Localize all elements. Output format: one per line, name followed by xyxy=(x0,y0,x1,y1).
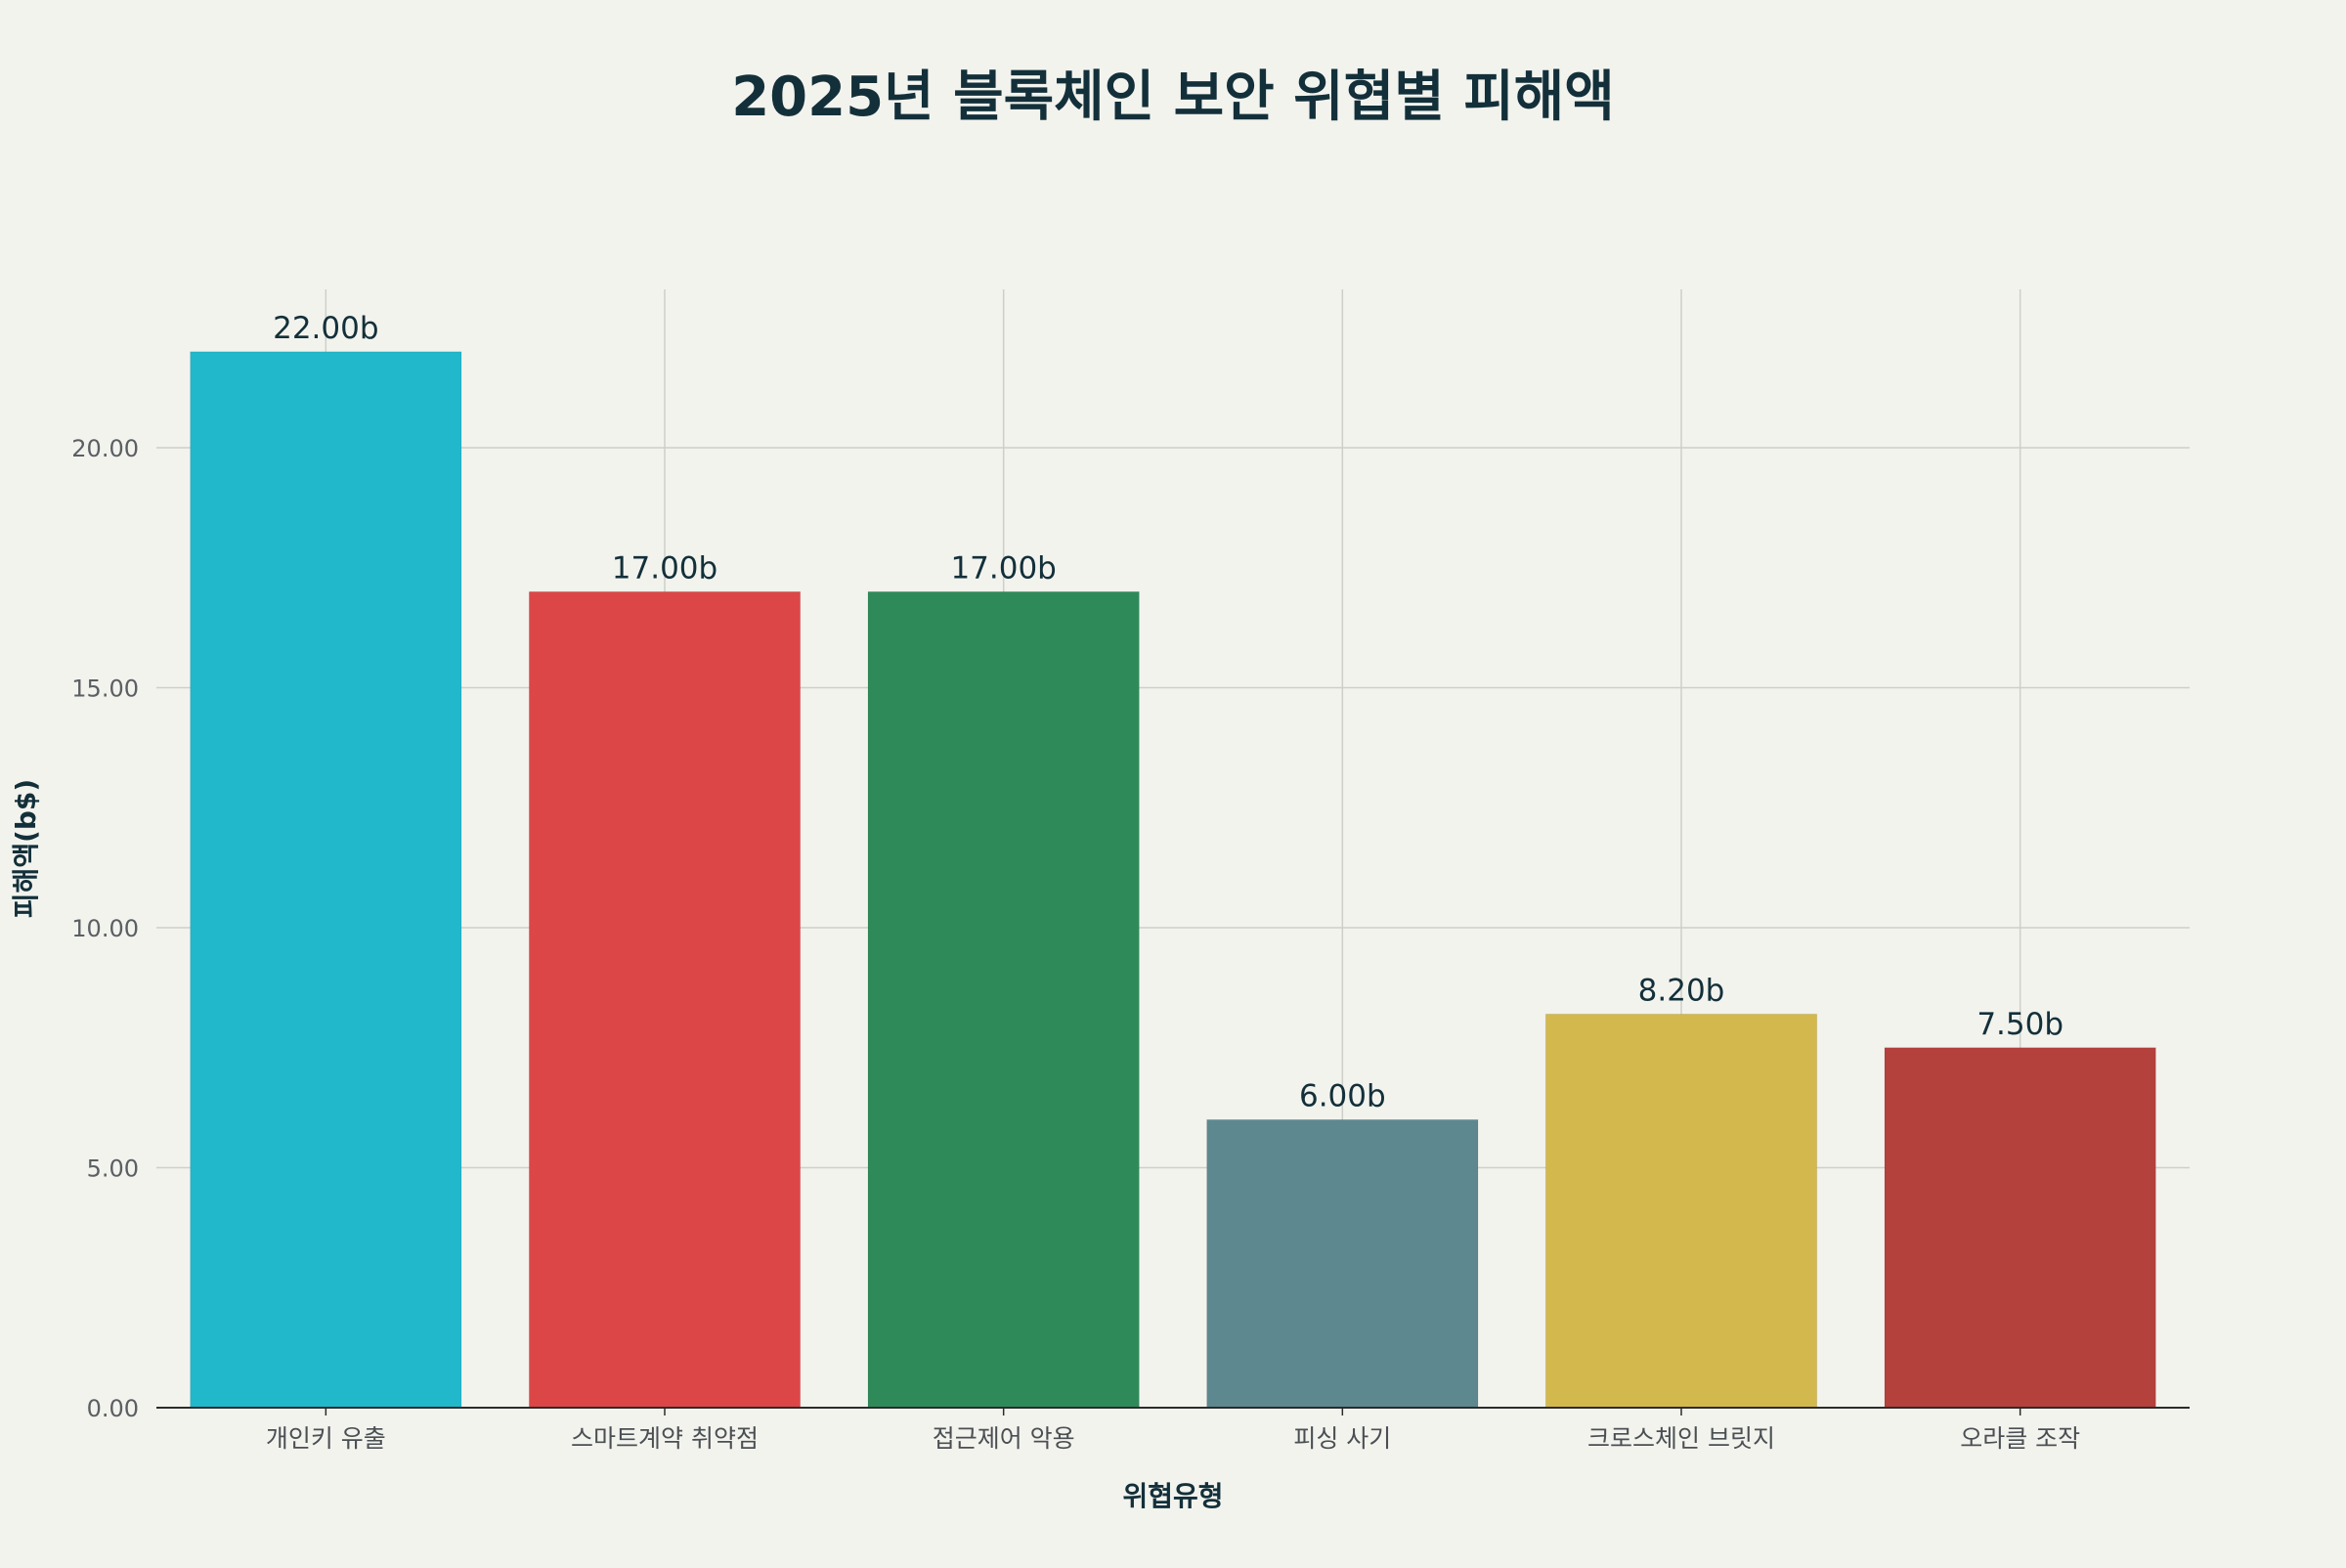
x-tick-label: 접근제어 악용 xyxy=(933,1424,1075,1453)
y-tick-label: 15.00 xyxy=(71,675,139,703)
value-label: 6.00b xyxy=(1299,1078,1386,1113)
x-axis-title: 위협유형 xyxy=(1122,1480,1223,1512)
bars xyxy=(190,351,2156,1409)
y-tick-label: 0.00 xyxy=(87,1395,139,1422)
chart-title: 2025년 블록체인 보안 위협별 피해액 xyxy=(731,65,1615,129)
value-labels: 22.00b 17.00b 17.00b 6.00b 8.20b 7.50b xyxy=(273,311,2064,1114)
x-tick-label: 스마트계약 취약점 xyxy=(571,1424,759,1453)
value-label: 17.00b xyxy=(950,550,1056,586)
bar xyxy=(867,590,1140,1409)
y-tick-label: 10.00 xyxy=(71,915,139,942)
bar xyxy=(528,590,802,1409)
x-tick-label: 개인키 유출 xyxy=(266,1424,386,1453)
bar xyxy=(190,351,462,1409)
value-label: 7.50b xyxy=(1977,1007,2064,1042)
axes: 0.00 5.00 10.00 15.00 20.00 개인키 유출 스마트계약 취약점 접근… xyxy=(71,435,2190,1453)
bar xyxy=(1206,1118,1479,1409)
x-tick-label: 오라클 조작 xyxy=(1960,1424,2080,1453)
y-tick-label: 5.00 xyxy=(87,1155,139,1183)
value-label: 8.20b xyxy=(1638,973,1725,1008)
x-tick-label: 크로스체인 브릿지 xyxy=(1587,1424,1775,1453)
bar xyxy=(1884,1047,2156,1409)
y-tick-label: 20.00 xyxy=(71,435,139,462)
value-label: 22.00b xyxy=(273,311,378,346)
x-tick-label: 피싱 사기 xyxy=(1293,1424,1391,1453)
y-axis-title: 피해액(b$) xyxy=(10,779,42,918)
bar xyxy=(1544,1013,1818,1409)
value-label: 17.00b xyxy=(612,550,717,586)
